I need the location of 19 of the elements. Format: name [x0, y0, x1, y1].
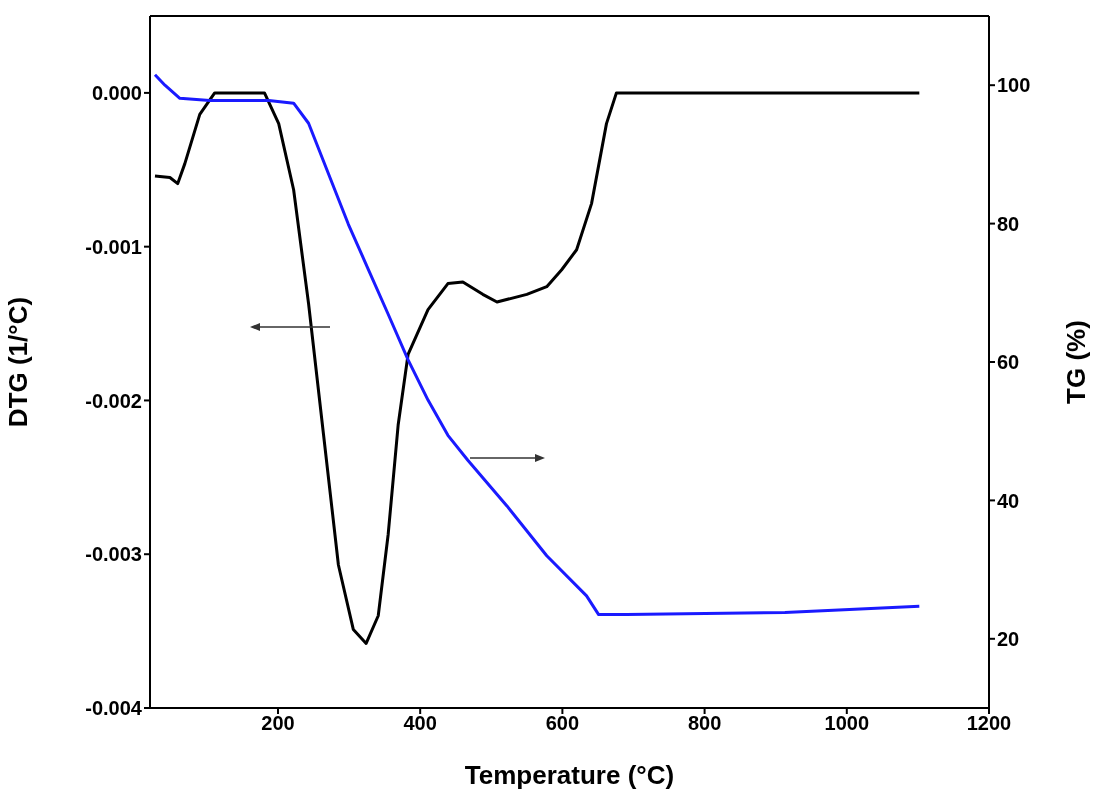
y2-tick-label: 100	[997, 74, 1031, 97]
x-tick-label: 1200	[966, 712, 1012, 735]
y-tick-label: -0.002	[85, 389, 142, 412]
y2-tick-label: 20	[997, 627, 1020, 650]
y-tick-label: 0.000	[91, 81, 142, 104]
y-tick-label: -0.001	[85, 235, 142, 258]
x-tick-label: 600	[545, 712, 580, 735]
y-tick-label: -0.004	[85, 697, 143, 720]
x-tick-label: 200	[261, 712, 295, 735]
y2-tick-label: 40	[997, 489, 1020, 512]
x-tick-label: 1000	[824, 712, 870, 735]
y2-tick-label: 60	[997, 351, 1020, 374]
y2-axis-title: TG (%)	[1061, 320, 1092, 404]
y-tick-label: -0.003	[85, 543, 142, 566]
x-tick-label: 400	[403, 712, 437, 735]
y2-tick-label: 80	[997, 212, 1020, 235]
x-axis-title: Temperature (°C)	[464, 760, 675, 790]
x-tick-label: 800	[687, 712, 722, 735]
y-axis-title: DTG (1/°C)	[3, 296, 34, 428]
